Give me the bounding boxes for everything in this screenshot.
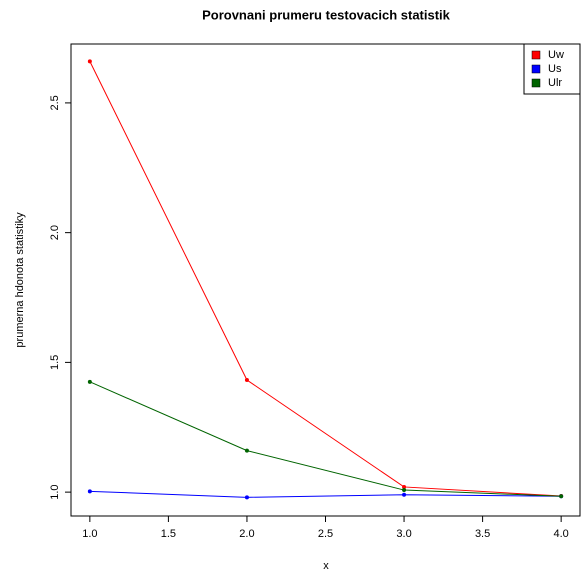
- point: [87, 59, 92, 64]
- x-tick-label: 2.5: [318, 528, 333, 540]
- point: [244, 378, 249, 383]
- legend-swatch: [531, 64, 541, 74]
- legend-label: Ulr: [548, 77, 562, 89]
- series-line: [89, 381, 562, 497]
- point: [402, 492, 407, 497]
- series-line: [89, 61, 562, 497]
- chart-title: Porovnani prumeru testovacich statistik: [202, 7, 451, 22]
- point: [559, 494, 564, 499]
- legend-label: Uw: [548, 49, 564, 61]
- plot-box: [70, 43, 581, 517]
- x-tick-label: 1.0: [82, 528, 97, 540]
- point: [402, 488, 407, 493]
- legend-swatch: [531, 50, 541, 60]
- y-tick-label: 2.0: [49, 225, 61, 240]
- x-tick-label: 2.0: [239, 528, 254, 540]
- point: [244, 495, 249, 500]
- series-line: [89, 490, 562, 498]
- point: [87, 489, 92, 494]
- x-axis-label: x: [323, 560, 329, 572]
- legend-label: Us: [548, 63, 562, 75]
- x-tick-label: 3.0: [396, 528, 411, 540]
- point: [244, 448, 249, 453]
- legend-swatch: [531, 78, 541, 88]
- x-tick-label: 4.0: [553, 528, 568, 540]
- x-tick-label: 3.5: [475, 528, 490, 540]
- y-tick-label: 1.5: [49, 355, 61, 370]
- y-axis-label: prumerna hdonota statistiky: [14, 212, 26, 348]
- y-tick-label: 2.5: [49, 95, 61, 110]
- point: [87, 379, 92, 384]
- point: [402, 484, 407, 489]
- y-tick-label: 1.0: [49, 484, 61, 499]
- x-tick-label: 1.5: [161, 528, 176, 540]
